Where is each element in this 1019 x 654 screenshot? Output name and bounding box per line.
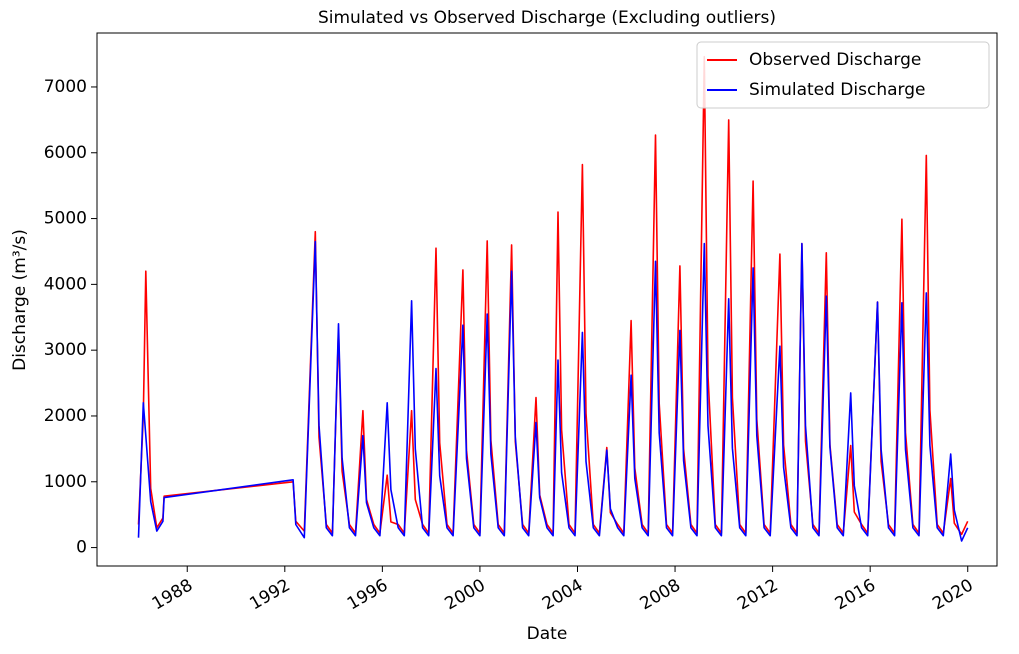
x-tick-label: 2016: [832, 575, 879, 614]
series-line: [137, 55, 969, 536]
x-tick-label: 2012: [734, 575, 781, 614]
x-tick-label: 1988: [149, 575, 196, 614]
x-axis-label: Date: [527, 624, 568, 644]
y-tick-label: 4000: [44, 274, 87, 294]
legend: Observed Discharge Simulated Discharge: [696, 41, 990, 109]
y-tick-label: 3000: [44, 340, 87, 360]
y-axis-label: Discharge (m³/s): [10, 229, 30, 371]
x-tick-label: 1996: [344, 575, 391, 614]
y-tick-label: 6000: [44, 143, 87, 163]
y-tick-label: 1000: [44, 472, 87, 492]
y-tick-label: 0: [76, 538, 87, 558]
legend-label: Observed Discharge: [749, 50, 921, 70]
x-tick-label: 1992: [246, 575, 293, 614]
chart-title: Simulated vs Observed Discharge (Excludi…: [318, 8, 776, 28]
x-tick-label: 2000: [441, 575, 488, 614]
x-tick-label: 2004: [539, 575, 586, 614]
legend-box: [696, 41, 990, 109]
y-tick-label: 7000: [44, 77, 87, 97]
y-tick-label: 2000: [44, 406, 87, 426]
y-tick-label: 5000: [44, 209, 87, 229]
series-line: [137, 240, 969, 542]
plot-area: [96, 32, 998, 567]
legend-label: Simulated Discharge: [749, 80, 925, 100]
x-tick-label: 2020: [929, 575, 976, 614]
x-tick-label: 2008: [637, 575, 684, 614]
